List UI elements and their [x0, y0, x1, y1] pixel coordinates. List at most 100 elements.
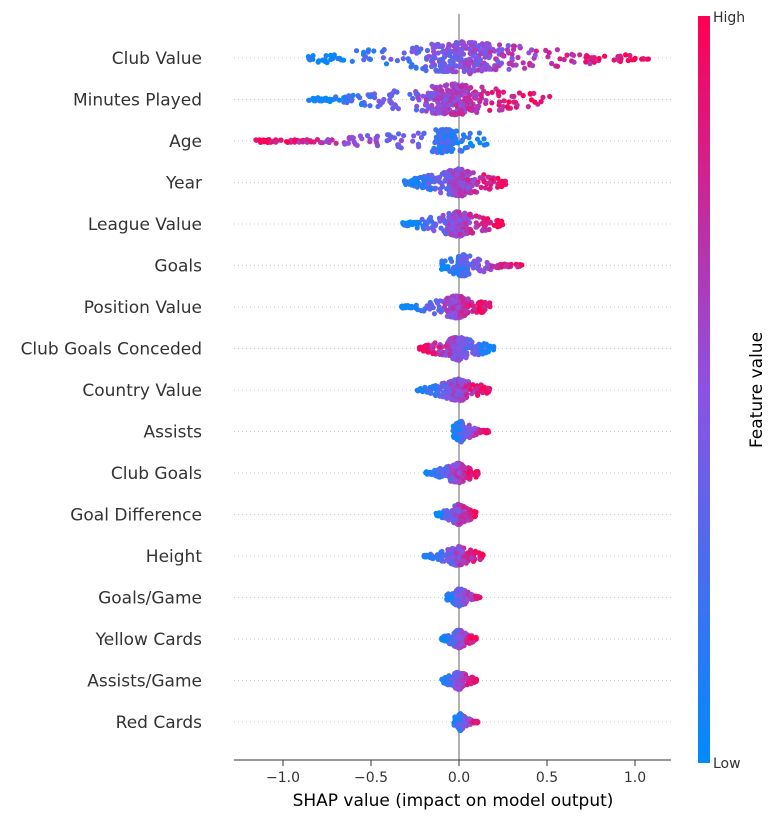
shap-point — [473, 224, 479, 230]
shap-point — [344, 98, 350, 104]
shap-point — [495, 58, 501, 64]
shap-point — [389, 90, 396, 96]
shap-point — [422, 102, 428, 108]
shap-point — [508, 262, 514, 268]
shap-point — [520, 93, 526, 99]
shap-point — [459, 193, 465, 199]
shap-point — [440, 127, 446, 133]
shap-point — [499, 51, 505, 57]
shap-point — [555, 63, 561, 69]
shap-point — [577, 52, 583, 58]
shap-point — [419, 107, 425, 113]
shap-point — [420, 93, 426, 99]
shap-point — [354, 142, 360, 148]
shap-point — [499, 178, 505, 184]
shap-point — [466, 550, 472, 556]
shap-point — [458, 344, 464, 350]
feature-points-row — [416, 334, 497, 363]
feature-points-row — [305, 39, 652, 77]
shap-point — [505, 43, 511, 49]
shap-point — [584, 53, 590, 59]
shap-point — [455, 633, 461, 639]
shap-point — [511, 99, 517, 105]
feature-label: Age — [169, 132, 202, 152]
shap-point — [418, 182, 424, 188]
shap-point — [545, 54, 551, 60]
feature-points-row — [451, 711, 481, 734]
shap-point — [429, 224, 436, 230]
shap-point — [477, 57, 483, 63]
shap-point — [459, 222, 465, 228]
shap-point — [451, 344, 457, 350]
x-tick-label: 1.0 — [624, 770, 646, 786]
shap-point — [484, 429, 490, 435]
shap-point — [509, 51, 515, 57]
feature-label: Minutes Played — [73, 91, 202, 111]
shap-point — [484, 265, 490, 271]
shap-point — [461, 554, 467, 560]
shap-point — [461, 213, 468, 219]
shap-point — [442, 674, 448, 681]
shap-point — [349, 58, 355, 64]
shap-point — [463, 510, 469, 517]
shap-point — [450, 266, 456, 272]
shap-point — [424, 47, 430, 54]
shap-point — [463, 60, 469, 66]
shap-point — [468, 640, 474, 646]
shap-point — [456, 209, 462, 215]
shap-point — [418, 386, 424, 392]
shap-point — [358, 101, 365, 108]
shap-point — [364, 133, 371, 139]
shap-point — [450, 305, 456, 311]
shap-point — [495, 175, 501, 181]
shap-point — [500, 89, 506, 95]
shap-point — [429, 148, 435, 154]
shap-point — [468, 510, 474, 516]
shap-point — [476, 130, 482, 136]
shap-point — [475, 300, 481, 307]
shap-point — [438, 549, 444, 555]
shap-point — [490, 344, 496, 350]
shap-point — [400, 56, 406, 62]
shap-point — [457, 562, 463, 568]
shap-point — [415, 95, 421, 101]
shap-point — [428, 218, 434, 224]
shap-point — [461, 68, 467, 75]
shap-point — [469, 230, 475, 236]
colorbar — [698, 16, 710, 763]
shap-point — [459, 107, 465, 113]
shap-point — [439, 43, 446, 49]
shap-point — [453, 69, 459, 75]
shap-point — [470, 382, 476, 388]
x-tick-label: 0.5 — [536, 770, 558, 786]
shap-point — [477, 140, 483, 146]
shap-point — [410, 138, 416, 144]
shap-point — [438, 144, 444, 150]
shap-point — [455, 337, 462, 343]
shap-point — [447, 48, 453, 54]
shap-point — [476, 306, 482, 312]
shap-point — [351, 139, 357, 145]
shap-point — [423, 97, 429, 103]
shap-point — [468, 59, 474, 65]
shap-point — [452, 717, 458, 723]
shap-point — [453, 136, 459, 142]
shap-point — [428, 304, 434, 310]
shap-point — [451, 43, 457, 49]
feature-points-row — [433, 501, 479, 528]
shap-point — [473, 431, 479, 437]
shap-point — [408, 178, 414, 184]
shap-point — [475, 61, 481, 67]
shap-point — [450, 220, 456, 226]
shap-point — [469, 39, 475, 45]
shap-point — [515, 54, 521, 61]
shap-point — [497, 42, 503, 48]
shap-point — [463, 353, 469, 359]
shap-point — [434, 176, 440, 183]
shap-point — [497, 223, 503, 229]
shap-point — [323, 53, 329, 59]
shap-point — [457, 438, 464, 444]
shap-point — [433, 386, 439, 393]
shap-point — [629, 57, 635, 63]
shap-point — [322, 96, 328, 102]
